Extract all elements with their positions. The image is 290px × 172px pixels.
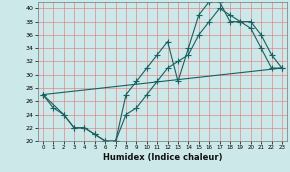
- X-axis label: Humidex (Indice chaleur): Humidex (Indice chaleur): [103, 153, 222, 162]
